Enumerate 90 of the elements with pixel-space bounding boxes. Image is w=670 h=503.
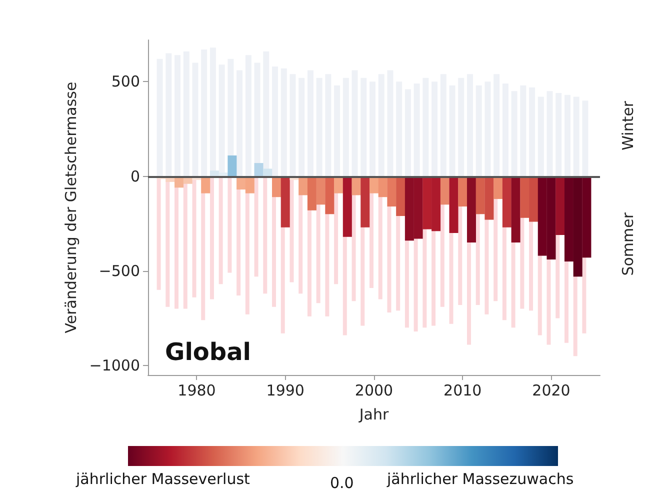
bar	[422, 78, 429, 176]
bar	[378, 74, 384, 176]
x-tick-label: 2010	[444, 382, 482, 400]
bar	[360, 78, 367, 176]
bar	[298, 176, 308, 196]
bar	[476, 85, 482, 176]
bar	[228, 176, 232, 273]
bar	[387, 176, 396, 207]
bar	[325, 176, 334, 214]
bar	[236, 70, 243, 176]
bar	[352, 70, 358, 176]
bar	[280, 176, 290, 228]
bar	[440, 176, 450, 205]
bar	[494, 74, 500, 176]
bar	[396, 176, 406, 216]
bar	[458, 78, 464, 176]
bar	[272, 176, 282, 198]
bar	[370, 82, 376, 176]
bar	[334, 85, 340, 176]
y-tick-label: −1000	[89, 356, 140, 375]
bar	[298, 78, 305, 176]
bar	[458, 176, 468, 207]
bar	[538, 96, 544, 176]
x-axis-title: Jahr	[358, 406, 390, 424]
bar	[466, 176, 476, 243]
bar	[228, 155, 237, 176]
bar	[511, 91, 518, 176]
bar	[546, 91, 553, 176]
bar	[573, 96, 580, 176]
bar	[556, 176, 565, 235]
bar	[396, 82, 402, 176]
bar	[245, 55, 252, 176]
bar	[502, 84, 508, 176]
bar	[466, 74, 473, 176]
bar	[342, 176, 352, 237]
bar	[564, 94, 570, 176]
bar	[582, 100, 588, 176]
bar	[484, 176, 494, 220]
bar	[192, 62, 198, 176]
bar	[290, 74, 296, 176]
bar	[280, 68, 287, 176]
bar	[218, 176, 223, 284]
bar	[529, 87, 536, 176]
y-tick-label: 500	[111, 72, 140, 91]
bar	[307, 176, 316, 210]
bar	[404, 89, 411, 176]
y-tick-label: −500	[98, 262, 140, 280]
bar	[484, 82, 491, 176]
bar	[476, 176, 485, 214]
bar	[174, 55, 181, 176]
bar	[263, 176, 268, 294]
bar	[210, 176, 214, 300]
bar	[325, 74, 332, 176]
text: jährlicher Masseverlust	[76, 470, 250, 488]
bar	[432, 82, 438, 176]
bar	[414, 84, 420, 176]
bar	[342, 78, 349, 176]
bar	[183, 51, 190, 176]
x-tick-label: 2000	[354, 382, 394, 400]
x-tick-label: 2020	[532, 382, 570, 400]
y-axis-title: Veränderung der Gletschermasse	[62, 82, 80, 334]
bar	[166, 53, 172, 176]
bar	[556, 92, 562, 176]
text: Sommer	[619, 212, 637, 276]
bar	[449, 176, 458, 234]
bar	[449, 85, 456, 176]
bar	[272, 66, 278, 176]
bar	[502, 176, 512, 228]
bar	[520, 176, 530, 218]
bar	[263, 168, 272, 176]
bar	[520, 85, 526, 176]
bar	[511, 176, 520, 243]
bar	[201, 49, 208, 176]
bar	[529, 176, 538, 222]
bar	[440, 74, 446, 176]
annotation: Global	[165, 338, 252, 366]
x-tick-label: 1980	[178, 382, 216, 400]
text: 0.0	[330, 474, 354, 492]
text: jährlicher Massezuwachs	[387, 470, 574, 488]
bar	[156, 58, 163, 176]
bar	[316, 78, 322, 176]
y-tick-label: 0	[130, 167, 140, 186]
bar	[387, 70, 394, 176]
bar	[360, 176, 370, 228]
bar	[254, 176, 258, 277]
x-tick-label: 1990	[266, 382, 304, 400]
bar	[254, 163, 264, 176]
bar	[307, 70, 314, 176]
text: Winter	[619, 100, 637, 150]
bar	[494, 176, 503, 199]
